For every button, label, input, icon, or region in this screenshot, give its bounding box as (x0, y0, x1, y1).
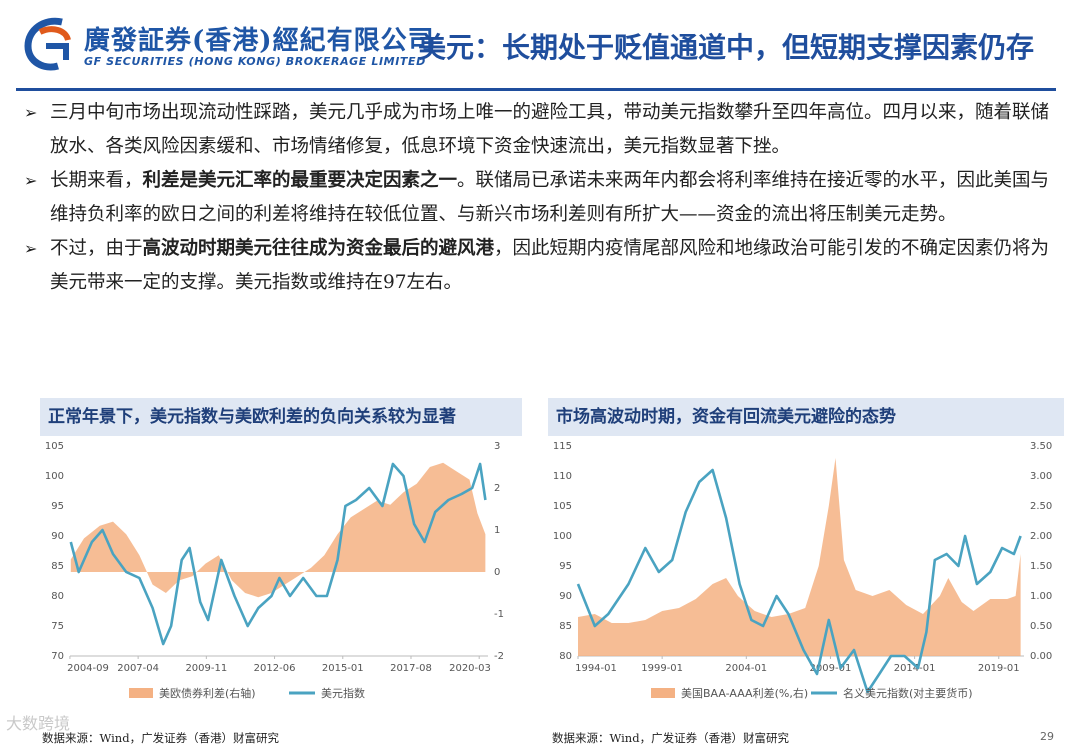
legend-swatch-area (129, 688, 153, 698)
bullet-arrow-icon: ➢ (24, 239, 38, 258)
x-tick-label: 1999-01 (641, 663, 683, 674)
bullet-emphasis: 利差是美元汇率的最重要决定因素之一 (142, 170, 458, 191)
x-tick-label: 2009-11 (185, 663, 227, 674)
bullet-arrow-icon: ➢ (24, 103, 38, 122)
x-tick-label: 2015-01 (322, 663, 364, 674)
header-divider (16, 88, 1056, 91)
line-series-dollar-index (576, 468, 1022, 694)
page-number: 29 (1040, 730, 1054, 743)
y-left-tick-label: 110 (553, 471, 572, 482)
bullet-item: ➢ 长期来看，利差是美元汇率的最重要决定因素之一。联储局已承诺未来两年内都会将利率… (20, 164, 1060, 232)
line-series-dollar-index (69, 462, 487, 646)
x-tick-label: 2019-01 (978, 663, 1020, 674)
y-left-tick-label: 80 (51, 591, 64, 602)
slide-header: 廣發証券(香港)經紀有限公司 GF SECURITIES (HONG KONG)… (0, 0, 1080, 91)
y-right-tick-label: 1.50 (1030, 561, 1052, 572)
bullet-text: 不过，由于 (50, 238, 143, 259)
y-left-tick-label: 95 (51, 501, 64, 512)
watermark: 大数跨境 (6, 714, 71, 733)
source-note-left: 数据来源：Wind，广发证券（香港）财富研究 (42, 731, 280, 745)
y-left-tick-label: 100 (45, 471, 64, 482)
y-right-tick-label: 0.00 (1030, 651, 1052, 662)
chart-panel-left: 正常年景下，美元指数与美欧利差的负向关系较为显著 70 75 80 85 90 95 100… (40, 398, 522, 718)
y-right-tick-label: 0 (494, 567, 500, 578)
legend-label-line: 美元指数 (321, 686, 365, 700)
chart-title-left: 正常年景下，美元指数与美欧利差的负向关系较为显著 (40, 398, 522, 436)
y-left-tick-label: 90 (51, 531, 64, 542)
y-left-tick-label: 70 (51, 651, 64, 662)
chart-title-right: 市场高波动时期，资金有回流美元避险的态势 (548, 398, 1064, 436)
company-name-cn: 廣發証券(香港)經紀有限公司 (84, 26, 435, 56)
y-left-tick-label: 105 (553, 501, 572, 512)
bullet-emphasis: 高波动时期美元往往成为资金最后的避风港 (142, 238, 495, 259)
bullet-text: 长期来看， (50, 170, 143, 191)
gf-logo-icon (24, 17, 71, 71)
y-left-tick-label: 80 (559, 651, 572, 662)
legend-label-line: 名义美元指数(对主要货币) (843, 686, 973, 700)
bullet-arrow-icon: ➢ (24, 171, 38, 190)
legend-label-area: 美欧债券利差(右轴) (159, 686, 256, 700)
x-tick-label: 2020-03 (449, 663, 491, 674)
bullet-text: ，因此短期内疫情尾部风险和地缘政治可能引发的不确定因素仍将为美元带来一定的支撑。… (50, 238, 1050, 293)
bullet-item: ➢ 三月中旬市场出现流动性踩踏，美元几乎成为市场上唯一的避险工具，带动美元指数攀升… (20, 96, 1060, 164)
company-name-en: GF SECURITIES (HONG KONG) BROKERAGE LIMI… (84, 55, 426, 68)
y-right-tick-label: 0.50 (1030, 621, 1052, 632)
x-tick-label: 1994-01 (575, 663, 617, 674)
bullet-text: 。联储局已承诺未来两年内都会将利率维持在接近零的水平，因此美国与维持负利率的欧日… (50, 170, 1050, 225)
y-right-tick-label: 2 (494, 483, 500, 494)
chart-panel-right: 市场高波动时期，资金有回流美元避险的态势 80 85 90 95 100 105 110 11… (548, 398, 1064, 718)
y-left-tick-label: 85 (559, 621, 572, 632)
area-series-spread (70, 462, 486, 598)
bullet-item: ➢ 不过，由于高波动时期美元往往成为资金最后的避风港，因此短期内疫情尾部风险和地缘… (20, 232, 1060, 300)
bullet-list: ➢ 三月中旬市场出现流动性踩踏，美元几乎成为市场上唯一的避险工具，带动美元指数攀升… (20, 96, 1060, 300)
y-right-tick-label: 2.50 (1030, 501, 1052, 512)
source-note-right: 数据来源：Wind，广发证券（香港）财富研究 (552, 731, 790, 745)
y-left-tick-label: 75 (51, 621, 64, 632)
area-series-spread (578, 458, 1021, 656)
x-tick-label: 2014-01 (894, 663, 936, 674)
x-tick-label: 2017-08 (390, 663, 432, 674)
slide-title: 美元：长期处于贬值通道中，但短期支撑因素仍存 (418, 31, 1035, 64)
x-tick-label: 2012-06 (254, 663, 296, 674)
x-tick-label: 2004-09 (67, 663, 109, 674)
y-left-tick-label: 90 (559, 591, 572, 602)
x-tick-label: 2009-01 (810, 663, 852, 674)
bullet-text: 三月中旬市场出现流动性踩踏，美元几乎成为市场上唯一的避险工具，带动美元指数攀升至… (50, 102, 1050, 157)
y-right-tick-label: -2 (494, 651, 504, 662)
y-right-tick-label: 1.00 (1030, 591, 1052, 602)
y-right-tick-label: 3.00 (1030, 471, 1052, 482)
x-tick-label: 2007-04 (117, 663, 159, 674)
y-right-tick-label: 1 (494, 525, 500, 536)
y-right-tick-label: 2.00 (1030, 531, 1052, 542)
legend-label-area: 美国BAA-AAA利差(%,右) (681, 686, 808, 700)
y-right-tick-label: 3.50 (1030, 441, 1052, 452)
chart-left: 70 75 80 85 90 95 100 105 -2 -1 0 1 2 3 2004-09 2007-04… (45, 441, 504, 700)
y-right-tick-label: 3 (494, 441, 500, 452)
y-right-tick-label: -1 (494, 609, 504, 620)
x-tick-label: 2004-01 (725, 663, 767, 674)
legend-swatch-area (651, 688, 675, 698)
chart-right: 80 85 90 95 100 105 110 115 0.00 0.50 1.00 1.50 2.00… (553, 441, 1052, 700)
y-left-tick-label: 85 (51, 561, 64, 572)
y-left-tick-label: 105 (45, 441, 64, 452)
y-left-tick-label: 95 (559, 561, 572, 572)
y-left-tick-label: 100 (553, 531, 572, 542)
y-left-tick-label: 115 (553, 441, 572, 452)
